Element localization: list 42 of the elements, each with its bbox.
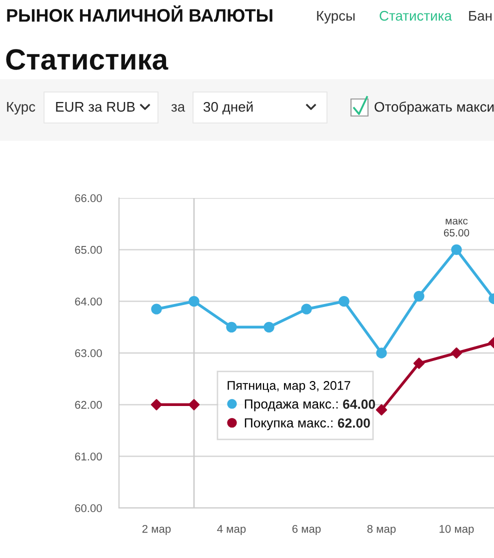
y-tick-label: 64.00 [75, 298, 102, 306]
point [151, 304, 162, 314]
annotation: макс 65.00 [444, 218, 470, 236]
point [264, 322, 274, 333]
text: Курсы [317, 11, 355, 24]
x-tick-label: 4 мар [217, 525, 246, 536]
legend-label: Продажа макс.: [244, 399, 338, 412]
y-tick-label: 61.00 [75, 452, 102, 460]
point [338, 296, 350, 307]
x-tick-label: 10 мар [440, 524, 474, 536]
text: Курс [7, 102, 36, 114]
y-tick-label: 63.00 [75, 349, 102, 358]
point [188, 399, 200, 410]
point [226, 322, 237, 333]
text: за [171, 104, 186, 112]
x-tick-label: 2 мар [142, 524, 171, 536]
text: EUR за RUB [56, 102, 135, 112]
x-tick-label: 8 мар [367, 524, 396, 536]
chart-title: Статистика [6, 49, 168, 70]
annotation: 64.00 [343, 400, 376, 409]
text: Бан [469, 11, 492, 21]
point [450, 347, 462, 359]
point [413, 358, 425, 369]
point [301, 304, 312, 314]
y-tick-label: 66.00 [75, 194, 102, 202]
text: РЫНОК НАЛИЧНОЙ ВАЛЮТЫ [7, 5, 272, 22]
y-tick-label: 62.00 [75, 400, 102, 409]
point [376, 348, 387, 358]
point [376, 404, 388, 416]
text: Статистика [380, 10, 452, 21]
x-tick-label: 6 мар [292, 524, 321, 536]
y-tick-label: 60.00 [75, 504, 102, 512]
text: Отображать макси [374, 101, 494, 115]
point [150, 399, 162, 410]
point [188, 296, 200, 307]
point [451, 244, 462, 256]
legend-title: Пятница, мар 3, 2017 [228, 381, 350, 392]
legend-label: Покупка макс.: [244, 418, 332, 430]
point [414, 290, 424, 302]
text: 30 дней [204, 101, 253, 114]
annotation: 62.00 [338, 418, 370, 428]
y-tick-label: 65.00 [75, 246, 102, 254]
